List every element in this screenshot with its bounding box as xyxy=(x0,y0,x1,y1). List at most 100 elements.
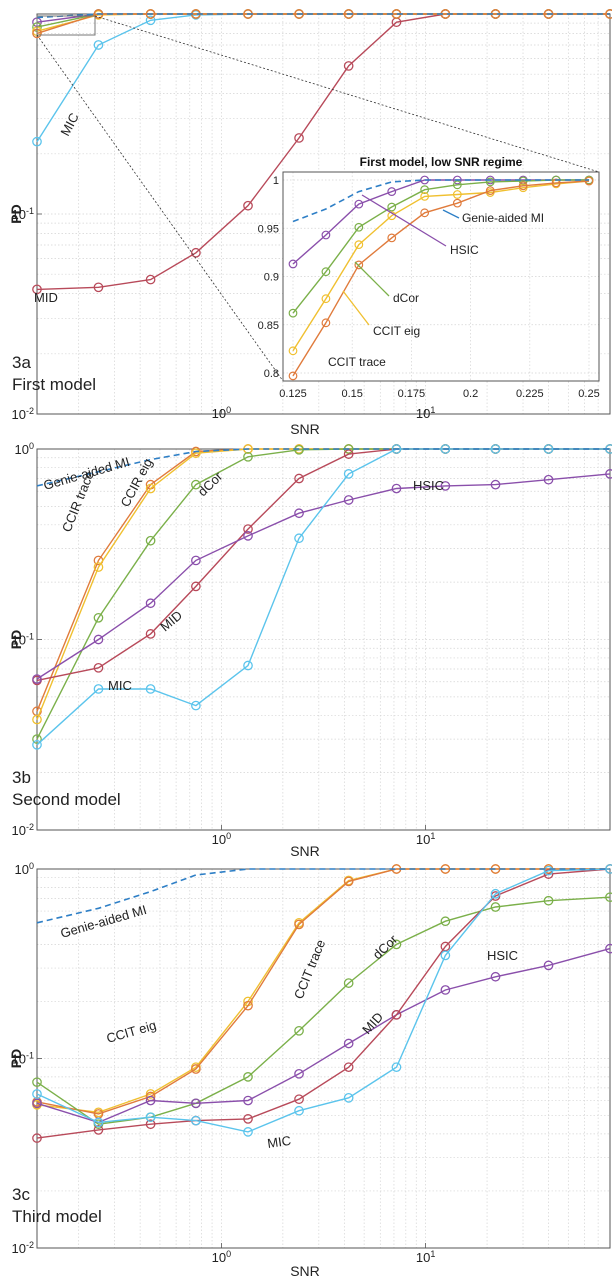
data-point xyxy=(93,1117,104,1128)
data-point xyxy=(32,1089,42,1099)
y-tick-label: 10-2 xyxy=(12,1240,34,1256)
inset-data-point xyxy=(288,346,298,356)
data-point xyxy=(294,444,304,455)
data-point xyxy=(543,895,554,906)
data-point xyxy=(294,533,304,544)
inset-data-point xyxy=(420,185,430,195)
inset-data-point xyxy=(288,371,298,381)
data-point xyxy=(243,660,253,671)
data-point xyxy=(294,9,304,19)
grid xyxy=(37,869,611,1248)
data-point xyxy=(605,892,612,903)
zoom-connector xyxy=(36,34,284,382)
data-point xyxy=(191,247,201,258)
data-point xyxy=(191,448,201,459)
data-point xyxy=(440,985,451,995)
data-point xyxy=(32,1098,42,1109)
data-point xyxy=(440,481,451,491)
ticks xyxy=(37,868,426,1249)
data-point xyxy=(93,684,104,694)
data-point xyxy=(391,483,402,494)
y-tick-label: 10-1 xyxy=(12,206,34,222)
data-point xyxy=(243,200,253,211)
data-point xyxy=(490,902,501,912)
data-point xyxy=(32,674,42,684)
data-point xyxy=(490,888,501,899)
data-point xyxy=(343,449,354,459)
series-genie-aided-mi xyxy=(36,868,610,924)
data-point xyxy=(543,960,554,971)
x-tick-label: 101 xyxy=(416,1249,435,1265)
inset-label-leader xyxy=(354,261,390,297)
inset-label-leader xyxy=(342,290,370,326)
y-tick-label: 10-1 xyxy=(12,1051,34,1067)
series-line xyxy=(36,448,610,487)
series-mic xyxy=(32,864,612,1137)
data-point xyxy=(440,444,451,454)
data-point xyxy=(243,451,253,462)
data-point xyxy=(145,684,156,694)
data-point xyxy=(294,919,304,930)
inset-data-point xyxy=(354,222,364,232)
inset-x-tick-label: 0.175 xyxy=(398,388,426,400)
series-genie-aided-mi xyxy=(36,13,610,19)
x-tick-label: 100 xyxy=(212,1249,231,1265)
data-point xyxy=(343,1038,354,1049)
data-point xyxy=(93,662,104,673)
inset-data-point xyxy=(387,202,397,212)
inset-series-label: Genie-aided MI xyxy=(462,211,544,225)
panel-title: First model xyxy=(12,375,96,394)
data-point xyxy=(191,1064,201,1074)
inset-y-tick-label: 0.95 xyxy=(258,223,279,235)
inset-y-tick-label: 1 xyxy=(273,175,279,187)
data-point xyxy=(191,1115,201,1126)
series-label: MIC xyxy=(266,1133,292,1151)
data-point xyxy=(343,1092,354,1103)
inset-data-point xyxy=(452,180,462,190)
inset-series-genie-aided-mi xyxy=(292,179,589,223)
data-point xyxy=(391,939,402,950)
inset-y-tick-label: 0.9 xyxy=(264,272,279,284)
data-point xyxy=(145,483,156,494)
inset-data-point xyxy=(551,178,561,188)
inset-title: First model, low SNR regime xyxy=(360,155,523,169)
inset-label-leader xyxy=(442,209,460,219)
series-line xyxy=(36,868,611,1133)
data-point xyxy=(191,1098,201,1109)
series-label: MID xyxy=(34,290,58,305)
inset-data-point xyxy=(452,190,462,199)
data-point xyxy=(145,629,156,639)
data-point xyxy=(440,950,451,961)
data-point xyxy=(191,700,201,711)
panel-title: Third model xyxy=(12,1207,102,1226)
inset-series-line xyxy=(292,180,590,377)
data-point xyxy=(93,612,104,623)
y-tick-label: 10-2 xyxy=(12,406,34,422)
data-point xyxy=(543,474,554,485)
series-genie-aided-mi xyxy=(36,448,610,487)
ticks xyxy=(37,448,426,831)
inset-data-point xyxy=(354,240,364,250)
data-point xyxy=(294,473,304,484)
data-point xyxy=(93,282,104,293)
data-point xyxy=(243,1127,253,1137)
data-point xyxy=(605,9,612,19)
y-axis-label: PD xyxy=(8,1049,24,1068)
series-line xyxy=(36,13,610,19)
data-point xyxy=(294,1094,304,1105)
data-point xyxy=(145,1112,156,1123)
inset-data-point xyxy=(321,318,331,328)
series-line xyxy=(36,947,611,1124)
y-tick-label: 10-1 xyxy=(12,632,34,648)
panel-label: 3b xyxy=(12,768,31,787)
y-axis-label: PD xyxy=(8,630,24,649)
x-axis-label: SNR xyxy=(290,421,320,437)
data-point xyxy=(343,61,354,71)
inset-data-point xyxy=(321,267,331,277)
inset-series-label: CCIT trace xyxy=(328,355,386,369)
data-point xyxy=(294,1068,304,1079)
